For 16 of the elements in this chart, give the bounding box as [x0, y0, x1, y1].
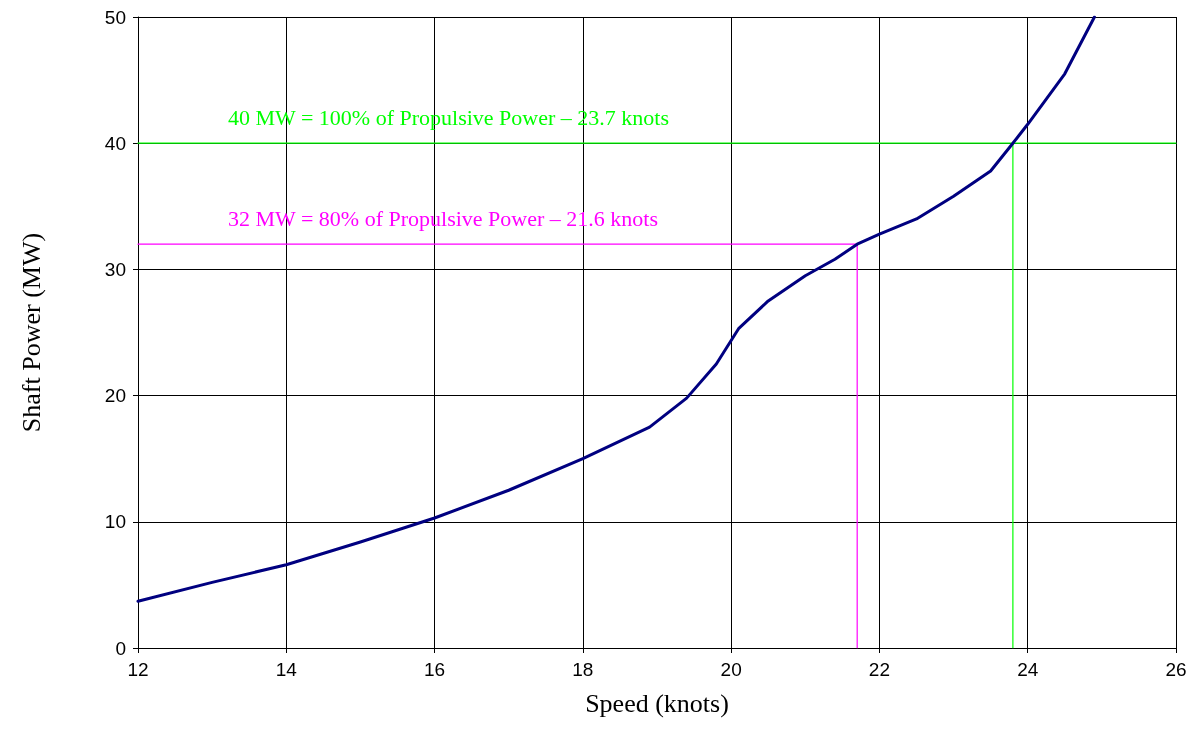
x-axis-title: Speed (knots): [585, 688, 729, 718]
y-tick-label: 20: [104, 385, 126, 407]
y-tick-label: 30: [104, 258, 126, 280]
y-tick-label: 40: [104, 132, 126, 154]
x-tick-label: 14: [275, 659, 298, 680]
y-tick-label: 0: [115, 637, 126, 659]
x-tick-label: 16: [424, 659, 446, 680]
x-tick-label: 22: [868, 659, 890, 680]
y-tick-label: 10: [104, 511, 126, 533]
y-tick-label: 50: [104, 6, 126, 28]
x-tick-label: 18: [572, 659, 594, 680]
x-tick-label: 24: [1017, 659, 1039, 680]
x-tick-label: 20: [720, 659, 742, 680]
y-axis-title: Shaft Power (MW): [16, 232, 46, 433]
x-tick-label: 26: [1165, 659, 1187, 680]
x-tick-label: 12: [127, 659, 149, 680]
